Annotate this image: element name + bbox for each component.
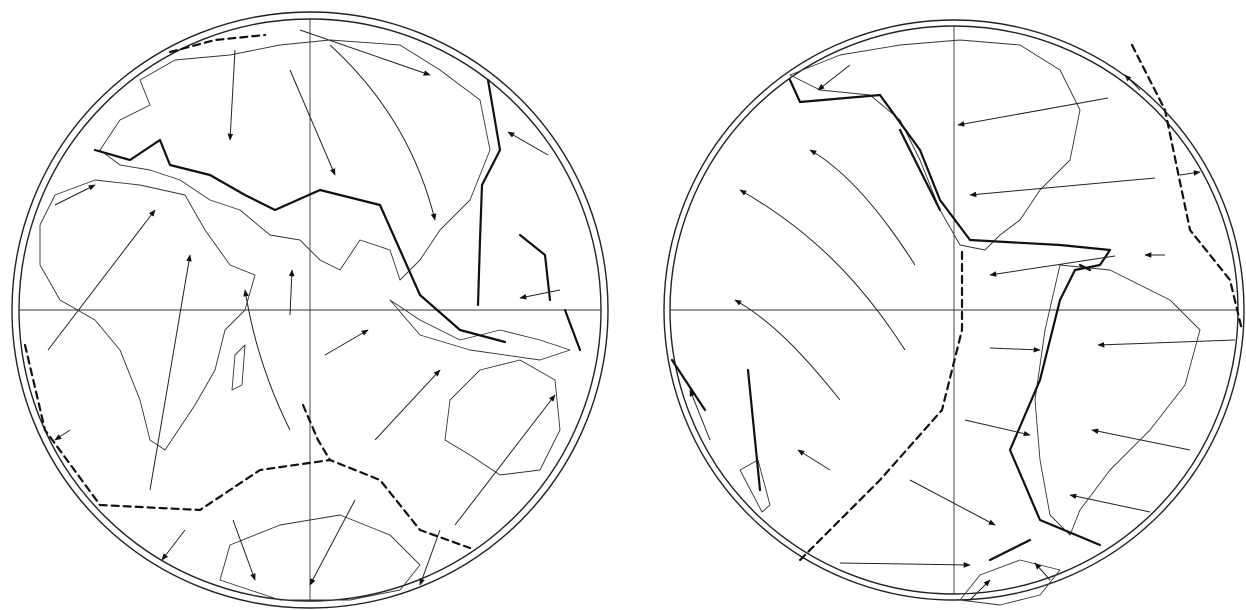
spreading-boundary: [798, 250, 964, 562]
antarctica: [219, 514, 421, 601]
australia: [444, 359, 561, 476]
motion-arrows: [689, 64, 1236, 601]
eastern-hemisphere: [11, 11, 609, 609]
madagascar: [231, 344, 246, 391]
motion-arrows: [47, 29, 561, 586]
plate-boundary: [518, 233, 582, 352]
western-hemisphere: [663, 19, 1245, 606]
south-america: [1034, 264, 1201, 536]
spreading-boundary: [168, 33, 267, 54]
plate-boundary: [988, 263, 1092, 562]
africa: [39, 179, 256, 451]
spreading-boundary: [23, 343, 472, 550]
eurasia: [99, 39, 491, 281]
plate-boundary: [476, 78, 502, 307]
plate-boundary: [788, 78, 1112, 547]
plate-boundary: [93, 138, 507, 344]
new-zealand: [739, 459, 771, 513]
indonesia: [389, 299, 571, 361]
antarctica: [959, 559, 1061, 606]
outer-rim: [663, 19, 1245, 601]
spreading-boundary: [301, 403, 332, 462]
north-america: [789, 39, 1081, 251]
spreading-boundary: [1130, 43, 1244, 332]
outer-rim: [11, 11, 609, 609]
plate-boundary: [670, 128, 942, 492]
